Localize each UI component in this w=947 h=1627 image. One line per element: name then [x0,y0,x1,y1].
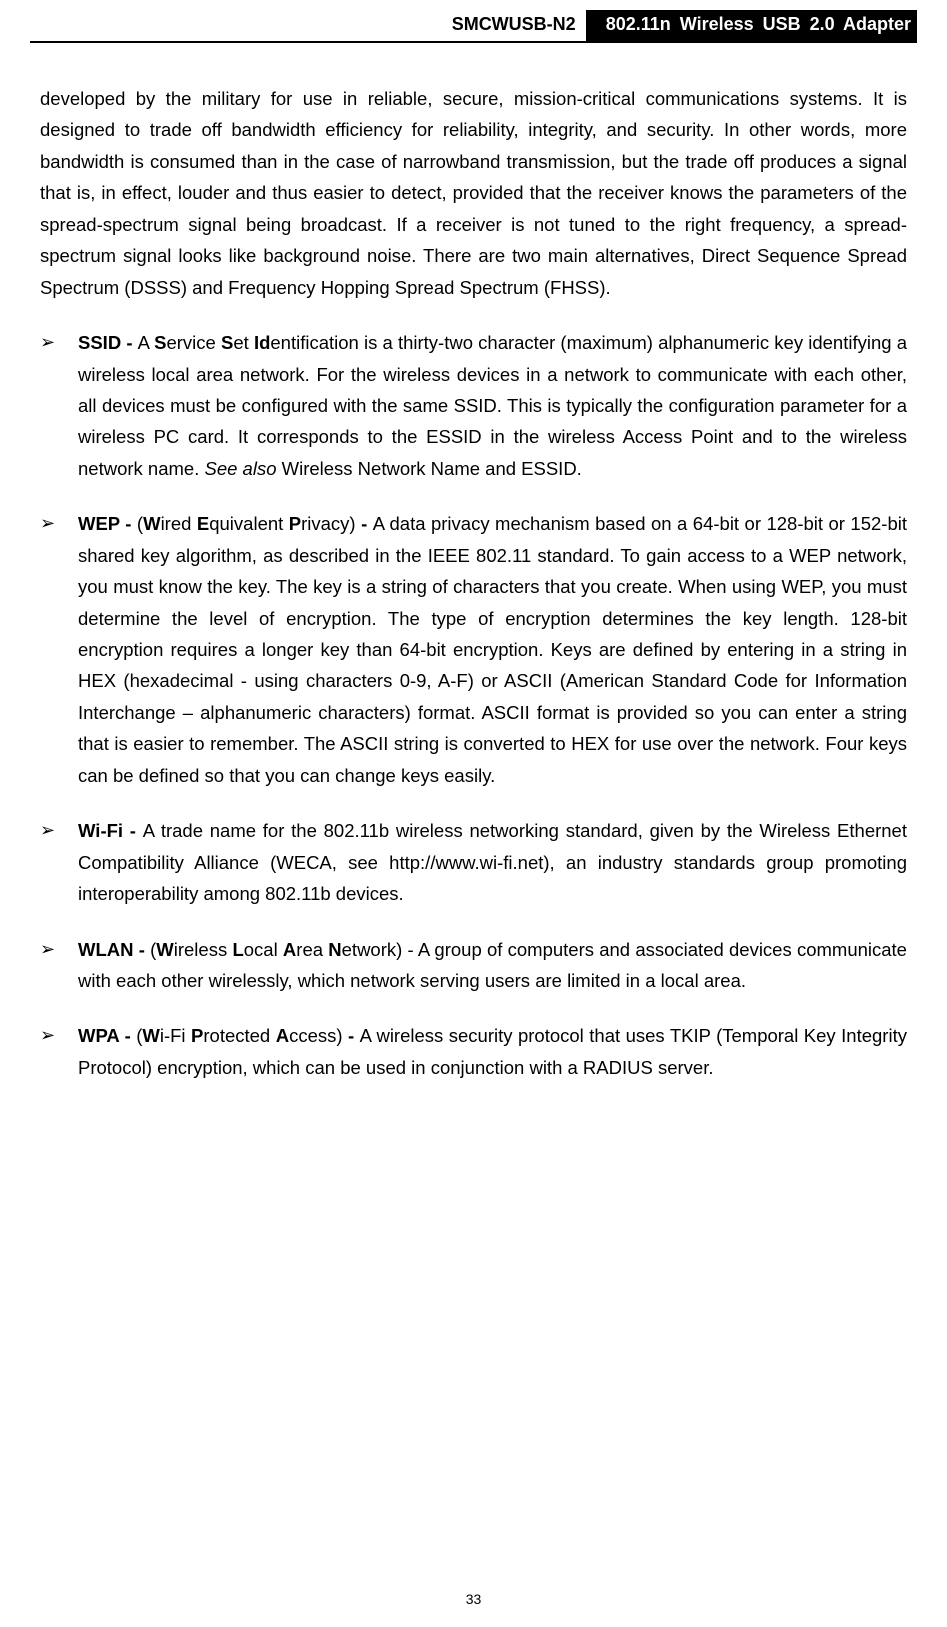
list-item-wlan: WLAN - (Wireless Local Area Network) - A… [40,934,907,997]
page-header: SMCWUSB-N2 802.11n Wireless USB 2.0 Adap… [30,10,917,43]
text: rea [296,939,328,960]
header-title: 802.11n Wireless USB 2.0 Adapter [586,10,917,41]
term-wlan: WLAN - [78,939,150,960]
term-ssid: SSID - [78,332,138,353]
text: ervice [166,332,221,353]
text: entification is a thirty-two character (… [78,332,907,479]
text: i-Fi [160,1025,191,1046]
bold-letter: S [154,332,166,353]
text: A trade name for the 802.11b wireless ne… [78,820,907,904]
text: et [233,332,254,353]
bold-letter: Id [254,332,270,353]
text: A data privacy mechanism based on a 64-b… [78,513,907,786]
see-also: See also [204,458,276,479]
bold-letter: S [221,332,233,353]
page: SMCWUSB-N2 802.11n Wireless USB 2.0 Adap… [0,0,947,1627]
header-model: SMCWUSB-N2 [442,10,586,41]
term-wifi: Wi-Fi - [78,820,143,841]
bold-dash: - [361,513,373,534]
text: quivalent [209,513,289,534]
bold-letter: N [328,939,341,960]
text: rotected [203,1025,275,1046]
bold-letter: W [142,1025,159,1046]
text: Wireless Network Name and ESSID. [276,458,581,479]
bold-dash: - [348,1025,360,1046]
bold-letter: A [276,1025,289,1046]
list-item-wpa: WPA - (Wi-Fi Protected Access) - A wirel… [40,1020,907,1083]
definition-list: SSID - A Service Set Identification is a… [40,327,907,1083]
list-item-wep: WEP - (Wired Equivalent Privacy) - A dat… [40,508,907,791]
page-number: 33 [0,1591,947,1607]
text: etwork) - [342,939,418,960]
list-item-wifi: Wi-Fi - A trade name for the 802.11b wir… [40,815,907,909]
bold-letter: E [197,513,209,534]
term-wpa: WPA - [78,1025,136,1046]
text: ccess) [289,1025,348,1046]
text: A [138,332,154,353]
list-item-ssid: SSID - A Service Set Identification is a… [40,327,907,484]
bold-letter: P [191,1025,203,1046]
bold-letter: W [156,939,173,960]
text: ocal [244,939,283,960]
content: developed by the military for use in rel… [30,83,917,1083]
bold-letter: A [283,939,296,960]
bold-letter: L [232,939,243,960]
text: ired [161,513,197,534]
text: ireless [174,939,233,960]
bold-letter: P [289,513,301,534]
intro-paragraph: developed by the military for use in rel… [40,83,907,303]
text: rivacy) [301,513,361,534]
term-wep: WEP - [78,513,137,534]
bold-letter: W [143,513,160,534]
